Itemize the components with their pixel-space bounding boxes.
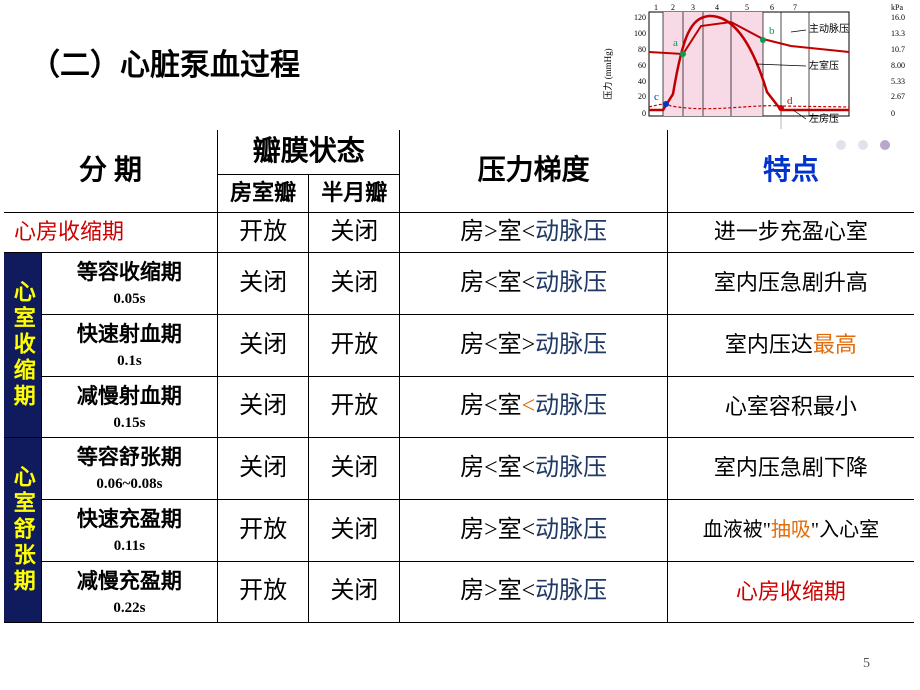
svg-text:1: 1 (654, 4, 658, 12)
svg-text:16.0: 16.0 (891, 13, 905, 22)
svg-text:10.7: 10.7 (891, 45, 905, 54)
hdr-valve: 瓣膜状态 (218, 130, 400, 175)
svg-text:6: 6 (770, 4, 774, 12)
svg-text:3: 3 (691, 4, 695, 12)
svg-text:100: 100 (634, 29, 646, 38)
svg-text:20: 20 (638, 92, 646, 101)
cardiac-cycle-table: 分 期 瓣膜状态 压力梯度 特点 房室瓣 半月瓣 心房收缩期 开放 关闭 房>室… (4, 130, 914, 623)
svg-text:2.67: 2.67 (891, 92, 905, 101)
hdr-valve-sl: 半月瓣 (309, 175, 400, 213)
hdr-feature: 特点 (667, 130, 914, 212)
hdr-phase: 分 期 (4, 130, 218, 212)
svg-text:5: 5 (745, 4, 749, 12)
svg-text:kPa: kPa (891, 4, 903, 12)
pressure-chart: 1 2 3 4 5 6 7 0 20 40 60 80 100 120 0 2.67 5.33 8.… (591, 4, 916, 129)
svg-text:5.33: 5.33 (891, 77, 905, 86)
slide-number: 5 (863, 656, 870, 672)
svg-text:b: b (769, 25, 775, 37)
row-isovolumic-relaxation: 心室舒张期 等容舒张期0.06~0.08s 关闭关闭 房<室<动脉压 室内压急剧… (4, 438, 914, 500)
y-axis-label: 压力 (mmHg) (602, 48, 613, 99)
svg-text:0: 0 (891, 109, 895, 118)
svg-text:7: 7 (793, 4, 797, 12)
svg-text:60: 60 (638, 61, 646, 70)
row-rapid-ejection: 快速射血期0.1s 关闭开放 房<室>动脉压 室内压达最高 (4, 314, 914, 376)
row-slow-ejection: 减慢射血期0.15s 关闭开放 房<室<动脉压 心室容积最小 (4, 376, 914, 438)
hdr-valve-av: 房室瓣 (218, 175, 309, 213)
svg-text:40: 40 (638, 77, 646, 86)
hdr-pressure: 压力梯度 (400, 130, 667, 212)
svg-text:80: 80 (638, 45, 646, 54)
svg-text:8.00: 8.00 (891, 61, 905, 70)
row-slow-filling: 减慢充盈期0.22s 开放关闭 房>室<动脉压 心房收缩期 (4, 561, 914, 623)
svg-text:主动脉压: 主动脉压 (809, 22, 849, 35)
row-atrial-systole: 心房收缩期 开放 关闭 房>室<动脉压 进一步充盈心室 (4, 212, 914, 252)
row-rapid-filling: 快速充盈期0.11s 开放关闭 房>室<动脉压 血液被"抽吸"入心室 (4, 499, 914, 561)
sidebar-diastole: 心室舒张期 (4, 438, 41, 623)
slide-title: （二）心脏泵血过程 (30, 40, 300, 84)
svg-text:2: 2 (671, 4, 675, 12)
svg-text:d: d (787, 95, 793, 107)
svg-text:120: 120 (634, 13, 646, 22)
sidebar-systole: 心室收缩期 (4, 253, 41, 438)
svg-text:a: a (673, 37, 678, 49)
row-isovolumic-contraction: 心室收缩期 等容收缩期0.05s 关闭关闭 房<室<动脉压 室内压急剧升高 (4, 253, 914, 315)
svg-text:左室压: 左室压 (809, 59, 839, 72)
svg-text:左房压: 左房压 (809, 112, 839, 125)
svg-text:13.3: 13.3 (891, 29, 905, 38)
svg-text:0: 0 (642, 109, 646, 118)
svg-text:c: c (654, 91, 659, 103)
svg-text:4: 4 (715, 4, 719, 12)
